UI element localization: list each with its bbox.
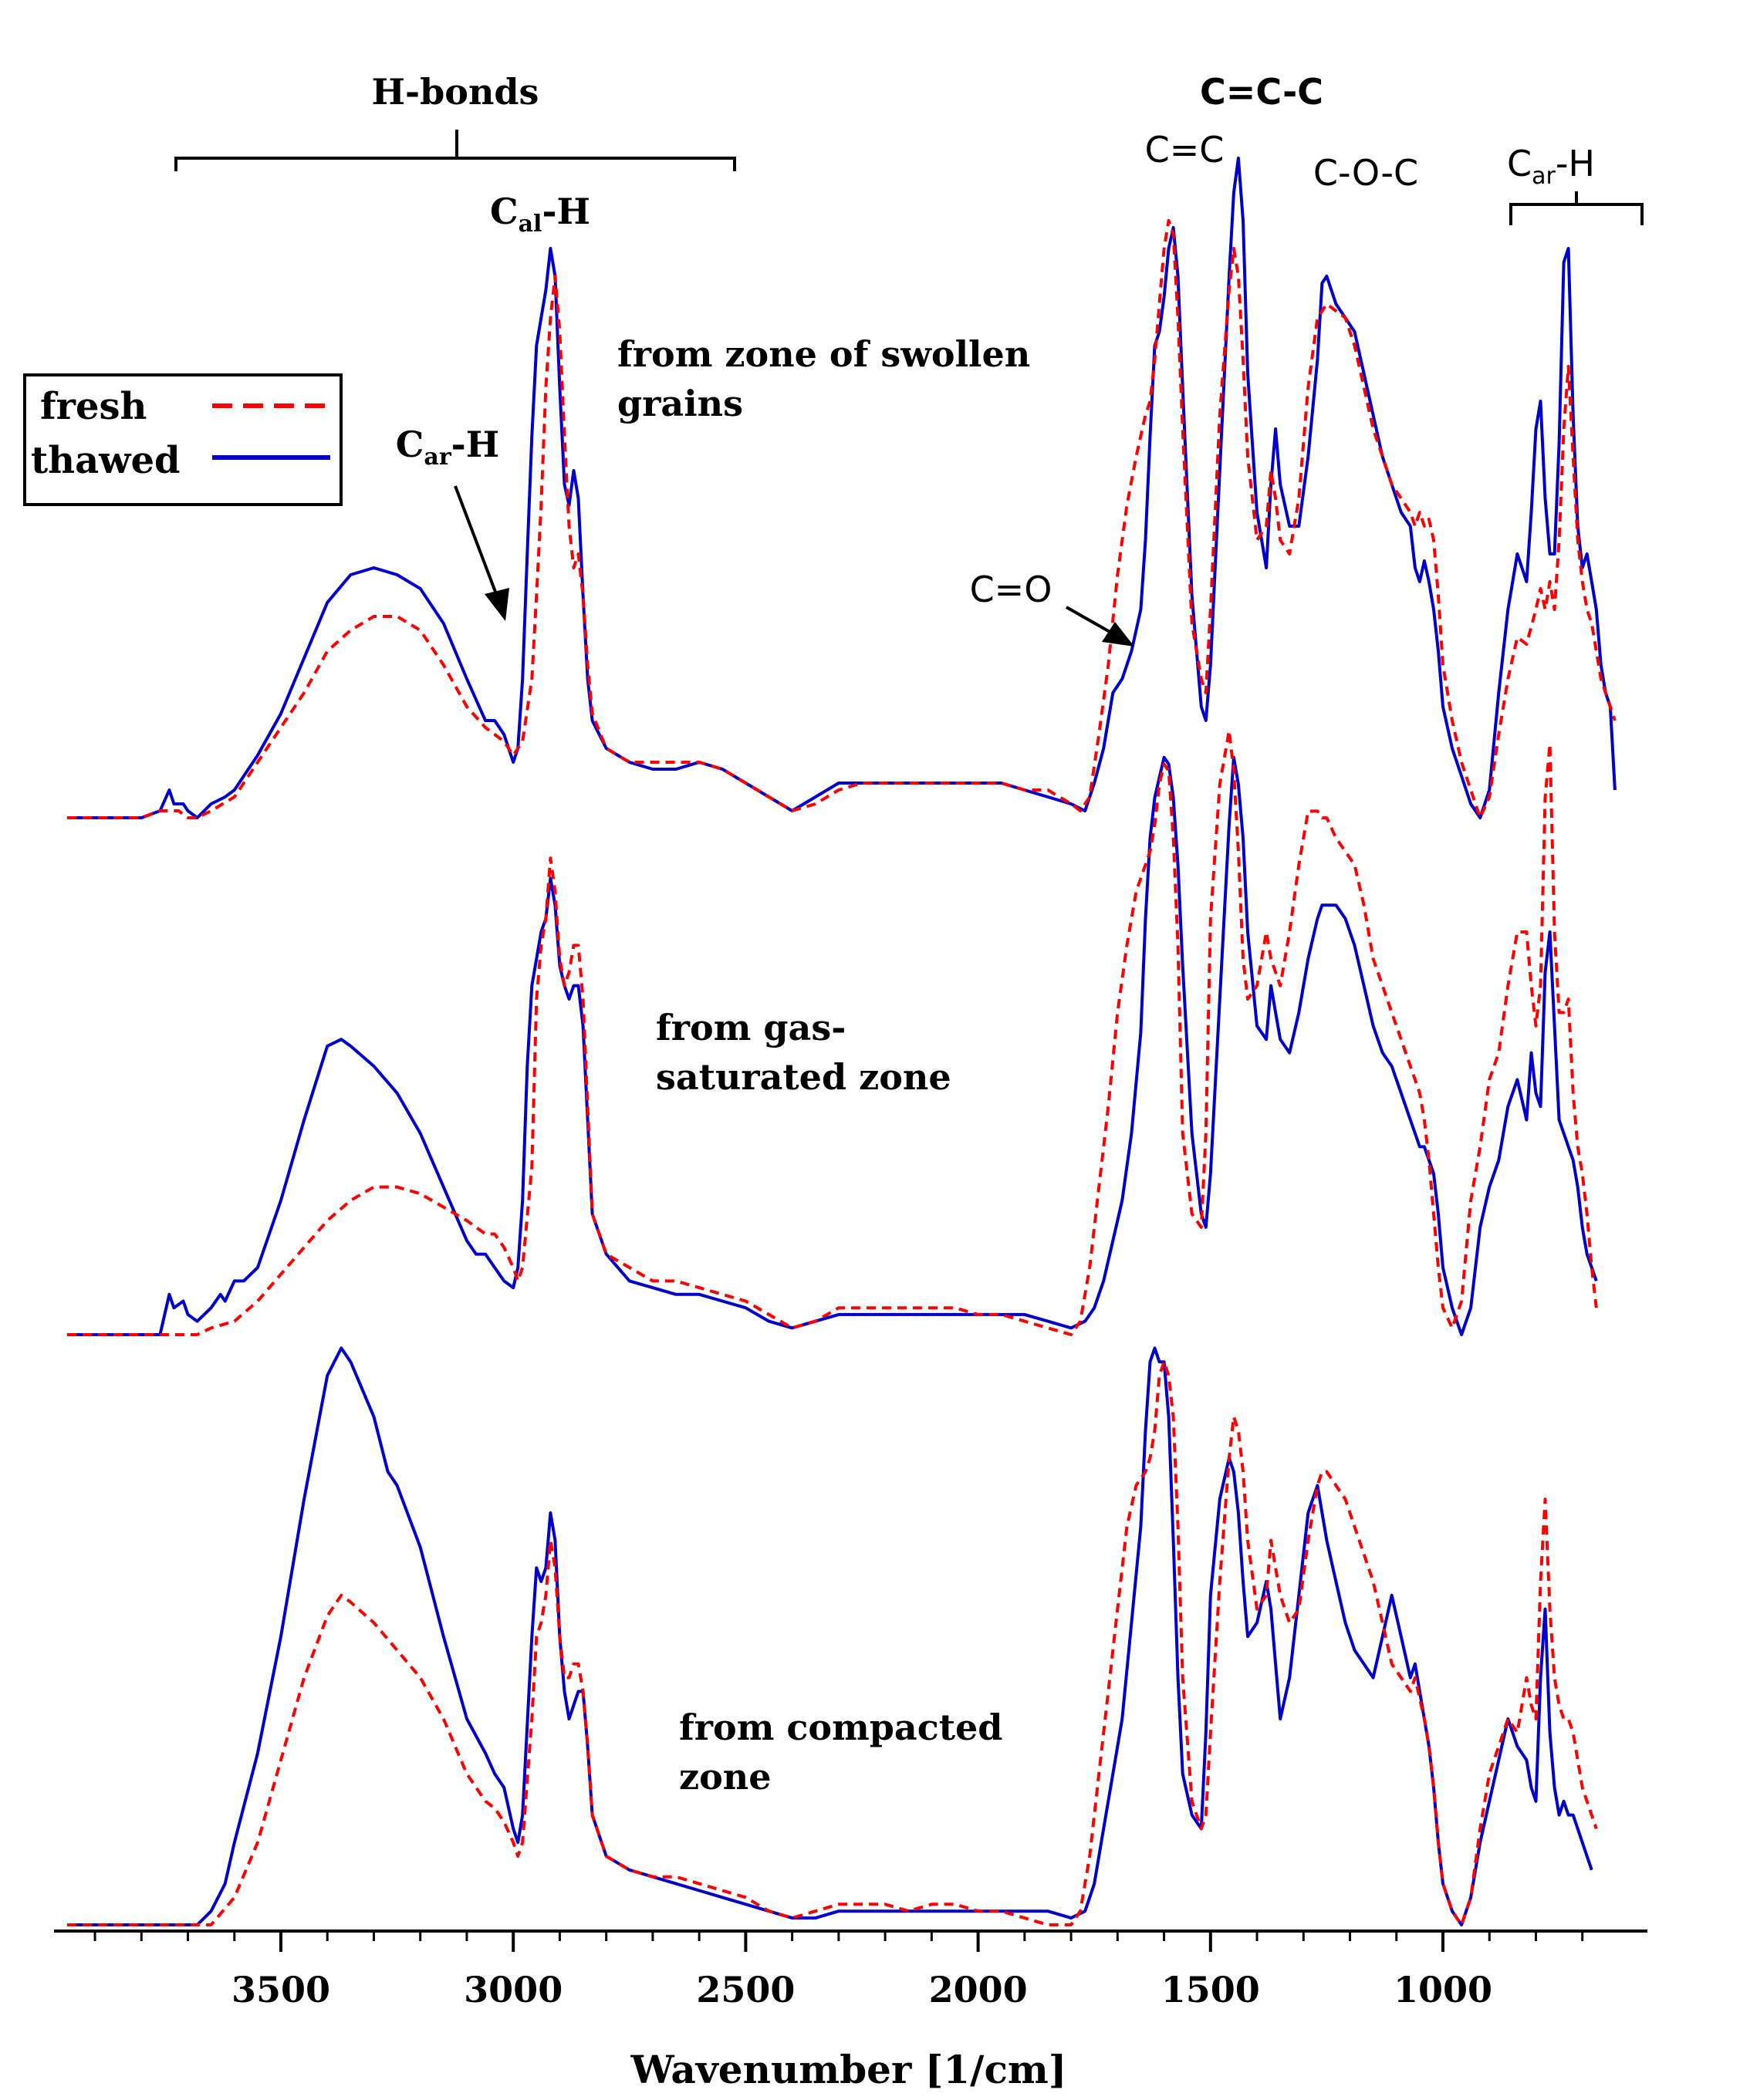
series-thawed-panel-2 <box>66 1346 1593 1926</box>
c-eq-c-label: C=C <box>1145 129 1225 170</box>
series-thawed-panel-1 <box>66 755 1598 1336</box>
x-tick-label: 3000 <box>464 1969 563 2011</box>
car-h-right-label: Car-H <box>1507 143 1595 190</box>
car-h-right-bracket <box>1509 191 1644 225</box>
panel-2 <box>66 1346 1598 1926</box>
series-thawed-panel-0 <box>66 157 1617 819</box>
cal-h-label: Cal-H <box>490 191 590 238</box>
x-tick-label: 1500 <box>1161 1969 1260 2011</box>
c-o-c-label: C-O-C <box>1313 152 1418 194</box>
panel-label-gas: from gas-saturated zone <box>656 1007 951 1098</box>
panel-1 <box>66 729 1598 1336</box>
c-o-label: C=O <box>970 569 1052 610</box>
series-fresh-panel-2 <box>66 1360 1598 1926</box>
x-tick-label: 3500 <box>231 1969 330 2011</box>
panel-label-compacted: from compacted zone <box>679 1707 1002 1798</box>
x-tick-label: 2000 <box>929 1969 1028 2011</box>
x-axis-label: Wavenumber [1/cm] <box>630 2047 1067 2092</box>
legend-label-fresh: fresh <box>40 385 147 428</box>
car-h-left-label: Car-H <box>396 424 499 471</box>
panel-label-swollen: from zone of swollen grains <box>617 333 1030 424</box>
x-tick-label: 1000 <box>1394 1969 1492 2011</box>
h-bonds-bracket: H-bonds <box>174 71 736 171</box>
legend-label-thawed: thawed <box>31 439 181 482</box>
c-eq-c-c-label: C=C-C <box>1200 71 1323 113</box>
series-fresh-panel-0 <box>66 219 1617 819</box>
plot-layer <box>66 157 1617 1926</box>
x-tick-label: 2500 <box>696 1969 795 2011</box>
c-o-arrow <box>1066 606 1134 647</box>
series-fresh-panel-1 <box>66 729 1598 1336</box>
x-ticks: 3500 3000 2500 2000 1500 1000 <box>93 1931 1584 2011</box>
panel-0 <box>66 157 1617 819</box>
car-h-arrow <box>454 485 509 621</box>
legend: fresh thawed <box>23 373 343 506</box>
h-bonds-label: H-bonds <box>372 71 539 113</box>
legend-box <box>23 373 343 506</box>
